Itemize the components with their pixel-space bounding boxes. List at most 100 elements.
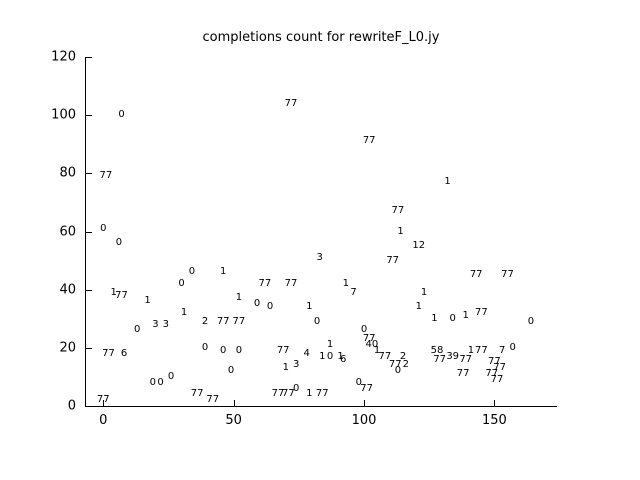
data-point-label: 12 — [412, 240, 426, 251]
data-point-label: 77 — [190, 388, 204, 400]
data-point-label: 0 — [253, 298, 261, 310]
y-axis-tick-label: 40 — [59, 282, 76, 298]
data-point-label: 77 — [276, 344, 290, 356]
data-point-label: 77 — [493, 362, 506, 374]
y-axis-tick-label: 100 — [51, 107, 76, 123]
data-point-label: 0 — [115, 237, 123, 249]
data-point-label: 77 — [216, 315, 230, 327]
y-axis-tick — [86, 115, 92, 117]
y-axis-tick-label: 80 — [59, 165, 76, 181]
data-point-label: 0 — [394, 365, 402, 377]
data-point-label: 4 — [303, 347, 310, 359]
data-point-label: 77 — [456, 368, 470, 379]
data-point-label: 0 — [360, 324, 368, 336]
data-point-label: 77 — [360, 382, 373, 394]
data-point-label: 1 — [110, 286, 117, 298]
data-point-label: 1 — [306, 301, 313, 313]
data-point-label: 3 — [152, 318, 159, 330]
data-point-label: 0 — [178, 277, 185, 289]
data-point-label: 0 — [355, 376, 362, 388]
data-point-label: 77 — [362, 135, 376, 147]
x-axis-tick-label: 150 — [481, 413, 507, 428]
y-axis-tick-label: 120 — [51, 49, 76, 65]
data-point-label: 0 — [149, 376, 156, 388]
data-point-label: 0 — [509, 341, 516, 353]
data-point-label: 77 — [459, 353, 473, 365]
data-point-label: 0 — [167, 370, 175, 382]
data-point-label: 7 — [499, 344, 506, 356]
data-point-label: 77 — [501, 269, 514, 281]
data-point-label: 1 — [282, 362, 289, 374]
data-point-label: 77 — [115, 289, 128, 301]
data-point-label: 3 — [293, 359, 300, 371]
data-point-label: 0 — [134, 324, 141, 336]
x-axis-tick-label: 0 — [99, 413, 108, 428]
data-point-label: 77 — [475, 344, 488, 356]
data-point-label: 1 — [306, 388, 313, 400]
plot-area: 0 50 100 150 0 20 40 60 80 100 120 0 77 77 1 77 0 0 77 1 12 7… — [51, 50, 557, 428]
data-point-label: 77 — [386, 254, 400, 266]
data-point-label: 0 — [157, 376, 164, 388]
data-point-label: 77 — [232, 315, 246, 327]
data-point-label: 1 — [420, 286, 428, 298]
y-axis-line — [85, 57, 86, 407]
data-point-label: 77 — [206, 394, 220, 406]
data-point-label: 40 — [365, 338, 379, 350]
y-axis-tick-label: 0 — [67, 398, 76, 414]
data-point-label: 1 — [467, 344, 475, 356]
data-point-label: 39 — [446, 350, 460, 362]
data-point-label: 1 — [180, 306, 188, 318]
data-point-label: 77 — [96, 394, 110, 406]
data-point-label: 0 — [313, 315, 321, 327]
data-point-label: 0 — [188, 266, 196, 278]
data-point-label: 77 — [378, 350, 392, 362]
y-axis-tick — [86, 57, 92, 58]
data-point-label: 77 — [469, 269, 483, 281]
data-point-label: 6 — [340, 353, 347, 365]
data-point-label: 1 — [144, 295, 151, 307]
data-point-label: 6 — [120, 347, 128, 359]
chart-title: completions count for rewriteF_L0.jy — [202, 30, 440, 45]
x-axis-tick — [103, 400, 105, 406]
data-point-label: 7 — [350, 286, 357, 298]
y-axis-tick-label: 60 — [59, 224, 76, 239]
data-point-label: 77 — [362, 333, 376, 345]
data-point-label: 0 — [118, 109, 125, 121]
data-point-label: 0 — [100, 222, 107, 234]
data-point-label: 77 — [271, 388, 285, 400]
data-point-label: 2 — [402, 359, 409, 371]
data-point-label: 0 — [527, 315, 535, 327]
data-point-label: 77 — [485, 368, 499, 379]
data-point-label: 0 — [201, 341, 209, 353]
data-point-label: 77 — [99, 170, 113, 182]
data-point-label: 77 — [391, 205, 405, 217]
data-point-label: 3 — [316, 251, 323, 263]
data-point-label: 0 — [220, 344, 227, 356]
data-point-label: 77 — [315, 388, 329, 400]
y-axis-tick — [86, 406, 92, 407]
x-axis-tick — [364, 400, 365, 406]
data-point-label: 77 — [282, 388, 295, 400]
y-axis-tick-label: 20 — [59, 340, 76, 356]
y-axis-tick — [86, 347, 92, 349]
data-point-label: 1 — [397, 225, 404, 237]
x-axis-tick — [494, 400, 496, 406]
y-axis-tick — [86, 173, 92, 175]
data-point-label: 3 — [162, 318, 169, 330]
data-point-label: 0 — [293, 382, 300, 394]
y-axis-tick — [86, 231, 92, 233]
data-point-label: 2 — [399, 350, 407, 362]
data-point-label: 1 — [326, 338, 334, 350]
data-point-label: 1 — [235, 292, 243, 304]
data-point-label: 1 — [373, 344, 381, 356]
data-point-label: 1 — [431, 312, 438, 324]
data-point-label: 1 — [342, 277, 349, 289]
x-axis-tick-label: 50 — [225, 413, 242, 428]
data-point-label: 77 — [388, 359, 402, 371]
data-point-label: 1 — [319, 350, 326, 362]
data-point-label: 77 — [284, 97, 298, 109]
data-point-label: 0 — [235, 344, 243, 356]
y-axis-tick — [86, 289, 92, 291]
data-point-label: 77 — [475, 306, 488, 318]
